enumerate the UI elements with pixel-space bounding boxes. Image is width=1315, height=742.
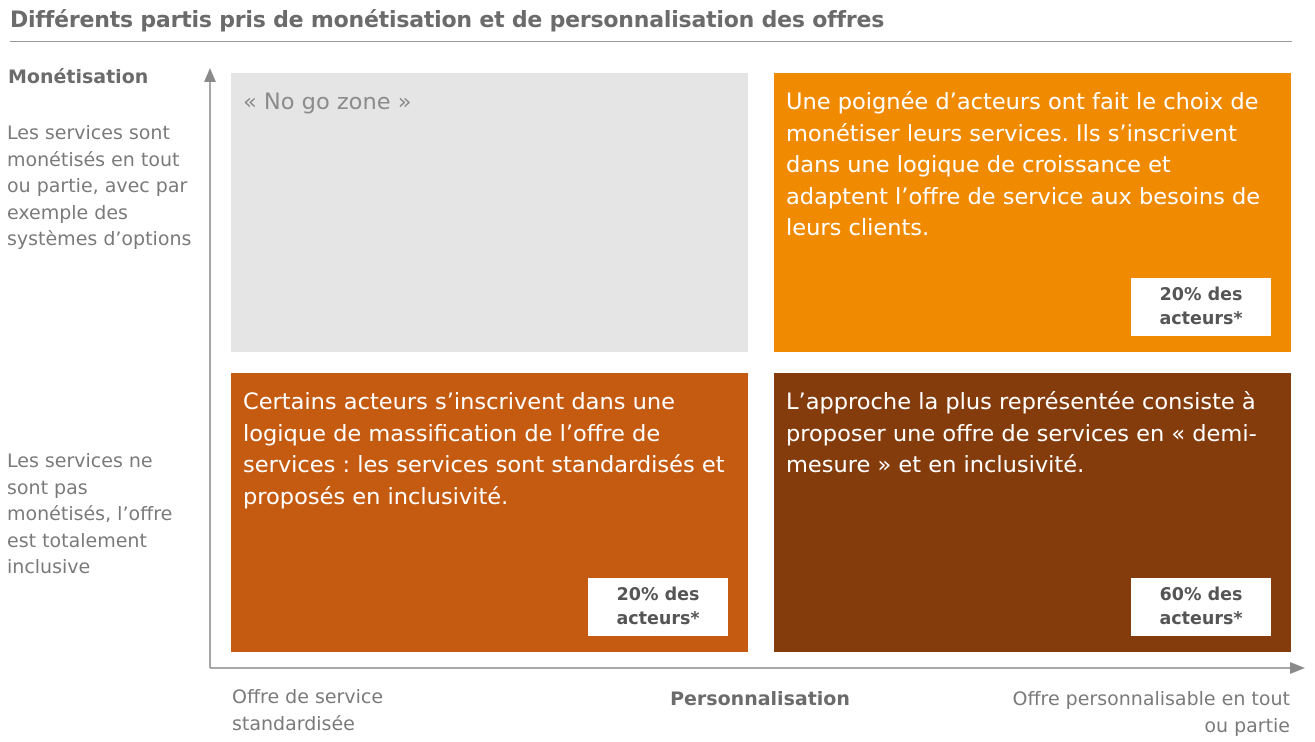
quadrant-text: Une poignée d’acteurs ont fait le choix … <box>786 89 1261 241</box>
y-axis-label: Monétisation <box>8 66 149 88</box>
badge-line: acteurs* <box>616 609 700 629</box>
x-axis-right-description: Offre personnalisable en tout ou partie <box>1012 688 1291 737</box>
y-axis-arrow <box>204 68 216 82</box>
quadrant-text: Certains acteurs s’inscrivent dans une l… <box>243 389 725 510</box>
quadrant-no-go-zone: « No go zone » <box>231 73 748 352</box>
y-axis-bottom-description: Les services ne sont pas monétisés, l’of… <box>7 450 173 578</box>
share-badge: 20% des acteurs* <box>588 578 728 636</box>
x-axis-arrow <box>1290 662 1305 674</box>
share-badge: 60% des acteurs* <box>1131 578 1271 636</box>
badge-line: acteurs* <box>1159 609 1243 629</box>
quadrant-text: « No go zone » <box>243 89 412 115</box>
badge-line: 60% des <box>1159 585 1243 605</box>
quadrant-monetised-personalised: Une poignée d’acteurs ont fait le choix … <box>774 73 1291 352</box>
badge-line: 20% des <box>1159 285 1243 305</box>
quadrant-standardised-inclusive: Certains acteurs s’inscrivent dans une l… <box>231 373 748 652</box>
x-axis-label: Personnalisation <box>670 688 850 710</box>
quadrant-semi-custom-inclusive: L’approche la plus représentée consiste … <box>774 373 1291 652</box>
badge-line: 20% des <box>616 585 700 605</box>
share-badge: 20% des acteurs* <box>1131 278 1271 336</box>
y-axis-top-description: Les services sont monétisés en tout ou p… <box>7 122 192 250</box>
quadrant-text: L’approche la plus représentée consiste … <box>786 389 1257 478</box>
badge-line: acteurs* <box>1159 309 1243 329</box>
x-axis-left-description: Offre de service standardisée <box>232 686 384 735</box>
page-title: Différents partis pris de monétisation e… <box>10 8 1292 42</box>
